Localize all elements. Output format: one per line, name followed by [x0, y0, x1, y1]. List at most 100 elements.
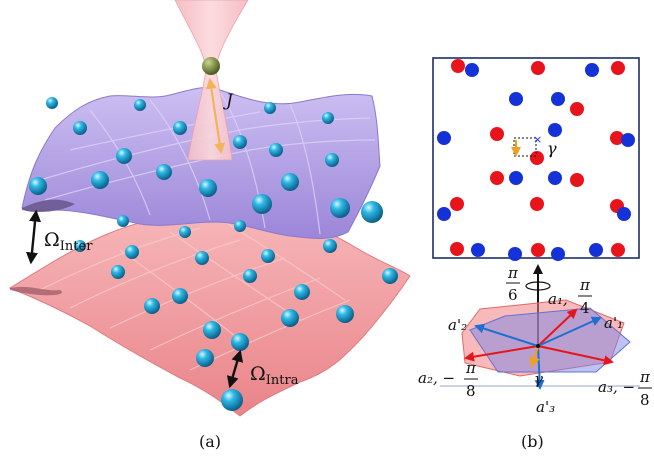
atom [156, 164, 172, 180]
atom [125, 245, 139, 259]
red-site [451, 59, 465, 73]
atom [323, 239, 337, 253]
a3-label: a₃, − [598, 378, 635, 396]
atom [336, 305, 354, 323]
a2-label: a₂, − [418, 369, 455, 387]
atom [233, 135, 247, 149]
atom [361, 201, 383, 223]
red-site [531, 243, 545, 257]
blue-site [551, 247, 565, 261]
atom [382, 268, 398, 284]
blue-site [437, 207, 451, 221]
a3-angle-den: 8 [640, 391, 650, 409]
blue-site [437, 131, 451, 145]
atom [252, 194, 272, 214]
angle-top-den: 6 [508, 286, 518, 304]
atom [199, 179, 217, 197]
inter-arrow [25, 209, 42, 265]
blue-site [585, 63, 599, 77]
atom [117, 215, 129, 227]
coupling-arrow [205, 77, 226, 155]
atom [261, 249, 275, 263]
red-site [490, 171, 504, 185]
atom [322, 112, 334, 124]
atom [196, 349, 214, 367]
atom [231, 333, 249, 351]
red-site [530, 151, 544, 165]
atom [281, 173, 299, 191]
svg-text:×: × [533, 149, 542, 162]
atom [330, 198, 350, 218]
atom [91, 171, 109, 189]
lattice-sites [437, 59, 635, 261]
caption-a: (a) [199, 432, 222, 451]
a1-label: a₁, [548, 290, 568, 308]
blue-site [465, 63, 479, 77]
atom [173, 121, 187, 135]
atom [111, 265, 125, 279]
a2-angle-num: π [465, 359, 477, 377]
atom [221, 389, 243, 411]
atom [144, 298, 160, 314]
blue-site [617, 207, 631, 221]
atom [46, 97, 58, 109]
atom [116, 148, 132, 164]
blue-site [548, 171, 562, 185]
atom [243, 269, 257, 283]
blue-site [471, 243, 485, 257]
gamma-offset-marker: × × γ [511, 133, 557, 162]
inter-label: ΩInter [44, 229, 93, 254]
atom [264, 102, 276, 114]
intra-arrow [226, 349, 244, 389]
blue-site [551, 92, 565, 106]
a3p-label: a'₃ [536, 398, 555, 416]
atom [281, 309, 299, 327]
red-site [570, 102, 584, 116]
svg-text:×: × [533, 133, 542, 146]
red-site [530, 197, 544, 211]
gamma-label-top: γ [547, 139, 557, 158]
atom [74, 240, 86, 252]
blue-site [621, 133, 635, 147]
upper-layer-surface [21, 87, 381, 239]
coupling-label: J [223, 91, 234, 111]
atom [234, 220, 246, 232]
red-site [611, 243, 625, 257]
a3-angle-num: π [639, 368, 651, 386]
lattice-vectors [464, 308, 614, 390]
a2-angle-den: 8 [466, 382, 476, 400]
atom [269, 143, 283, 157]
upper-layer-atoms [29, 97, 383, 223]
rotation-indicator [525, 281, 551, 291]
tip-atom [202, 57, 220, 75]
red-site [611, 61, 625, 75]
blue-site [589, 243, 603, 257]
blue-site [509, 92, 523, 106]
red-site [610, 131, 624, 145]
red-site [531, 61, 545, 75]
atom [172, 288, 188, 304]
red-site [570, 173, 584, 187]
atom [179, 226, 191, 238]
lower-layer-atoms [74, 215, 398, 411]
intra-label: ΩIntra [250, 363, 299, 388]
red-site [490, 127, 504, 141]
atom [134, 99, 146, 111]
red-site [450, 197, 464, 211]
caption-b: (b) [521, 432, 544, 451]
a1p-label: a'₁ [604, 314, 623, 332]
blue-site [508, 247, 522, 261]
gamma-label-bottom: γ [534, 370, 543, 388]
lower-layer-edge [10, 286, 62, 296]
atom [29, 177, 47, 195]
a1-angle-den: 4 [580, 299, 590, 317]
blue-site [509, 171, 523, 185]
panel-b: × × γ π 6 γ a₁, π 4 a'₁ [418, 57, 652, 416]
atom [294, 284, 310, 300]
panel-a: J ΩInter ΩIntra [8, 0, 411, 417]
angle-top-num: π [507, 264, 519, 282]
a1-angle-num: π [579, 276, 591, 294]
red-site [450, 242, 464, 256]
atom [195, 251, 209, 265]
